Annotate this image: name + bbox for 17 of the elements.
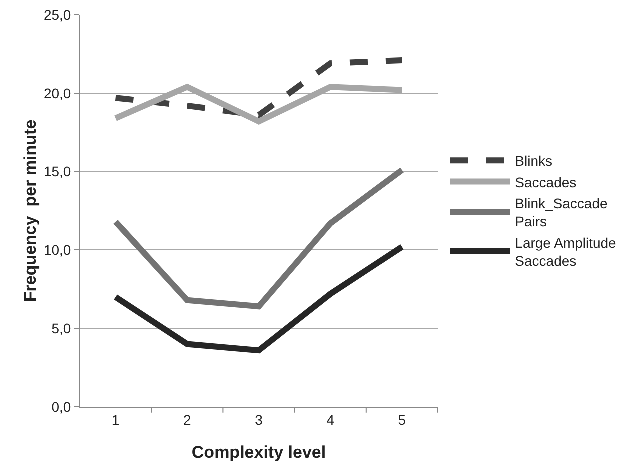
- y-tick-label: 20,0: [44, 85, 72, 102]
- legend-label: Blink_Saccade Pairs: [515, 195, 608, 230]
- x-tick-label: 3: [255, 412, 264, 428]
- y-tick-label: 10,0: [44, 242, 72, 258]
- y-tick-label: 0,0: [52, 398, 72, 415]
- legend-label: Saccades: [515, 174, 577, 190]
- y-tick-label: 5,0: [52, 320, 72, 336]
- legend-label: Large Amplitude Saccades: [515, 234, 617, 270]
- legend-label: Blinks: [515, 153, 553, 170]
- x-tick-label: 5: [398, 412, 406, 428]
- y-tick-label: 15,0: [44, 164, 72, 180]
- x-tick-label: 4: [326, 412, 335, 428]
- y-axis-title: Frequency per minute: [21, 120, 40, 302]
- x-axis-title: Complexity level: [192, 443, 326, 462]
- x-tick-label: 1: [112, 412, 120, 428]
- y-tick-label: 25,0: [44, 6, 72, 23]
- x-tick-label: 2: [184, 412, 192, 428]
